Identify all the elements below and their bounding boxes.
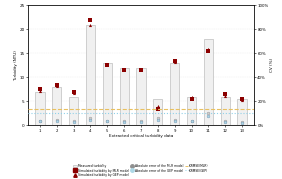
Point (71, 91, 76, 94)
Bar (120, 68, 129, 125)
Point (240, 122, 244, 124)
Point (206, 112, 211, 115)
Point (139, 67, 143, 70)
Point (54, 119, 59, 122)
Bar (35, 92, 45, 125)
Legend: Measured turbidity, Simulated turbidity by MLR model, Simulated turbidity by GEP: Measured turbidity, Simulated turbidity … (73, 164, 209, 177)
Point (156, 117, 160, 120)
Point (105, 64, 110, 67)
Point (54, 84, 59, 87)
Point (105, 120, 110, 123)
X-axis label: Extracted critical turbidity data: Extracted critical turbidity data (109, 134, 173, 138)
Point (105, 119, 110, 122)
Point (38, 120, 42, 123)
Point (156, 105, 160, 108)
Point (38, 119, 42, 122)
Point (54, 118, 59, 121)
Y-axis label: Turbidity (NTU): Turbidity (NTU) (14, 50, 18, 81)
Point (240, 98, 244, 100)
Point (139, 121, 143, 124)
Point (38, 88, 42, 91)
Point (122, 69, 126, 72)
Point (71, 120, 76, 123)
Point (189, 120, 194, 123)
Y-axis label: CV (%): CV (%) (270, 58, 274, 72)
Point (139, 120, 143, 123)
Point (122, 67, 126, 70)
Bar (153, 99, 162, 125)
Bar (204, 39, 213, 125)
Point (206, 47, 211, 50)
Point (223, 93, 228, 96)
Point (88, 23, 93, 26)
Point (71, 121, 76, 124)
Point (139, 69, 143, 72)
Point (71, 90, 76, 93)
Bar (221, 96, 230, 125)
Bar (103, 63, 112, 125)
Bar (86, 25, 95, 125)
Bar (170, 63, 179, 125)
Point (172, 61, 177, 63)
Point (206, 50, 211, 52)
Point (189, 96, 194, 99)
Point (38, 89, 42, 92)
Point (172, 59, 177, 62)
Point (172, 118, 177, 121)
Point (240, 120, 244, 123)
Bar (69, 96, 78, 125)
Point (189, 98, 194, 100)
Point (240, 99, 244, 102)
Point (54, 83, 59, 86)
Point (88, 118, 93, 121)
Bar (187, 96, 196, 125)
Bar (237, 99, 247, 125)
Point (223, 120, 228, 123)
Point (122, 120, 126, 122)
Point (223, 94, 228, 97)
Point (172, 119, 177, 122)
Point (122, 120, 126, 123)
Point (156, 118, 160, 121)
Point (88, 18, 93, 21)
Point (88, 117, 93, 120)
Point (156, 107, 160, 110)
Bar (52, 87, 61, 125)
Point (223, 121, 228, 124)
Point (105, 62, 110, 65)
Point (189, 119, 194, 122)
Point (206, 114, 211, 117)
Bar (136, 68, 146, 125)
